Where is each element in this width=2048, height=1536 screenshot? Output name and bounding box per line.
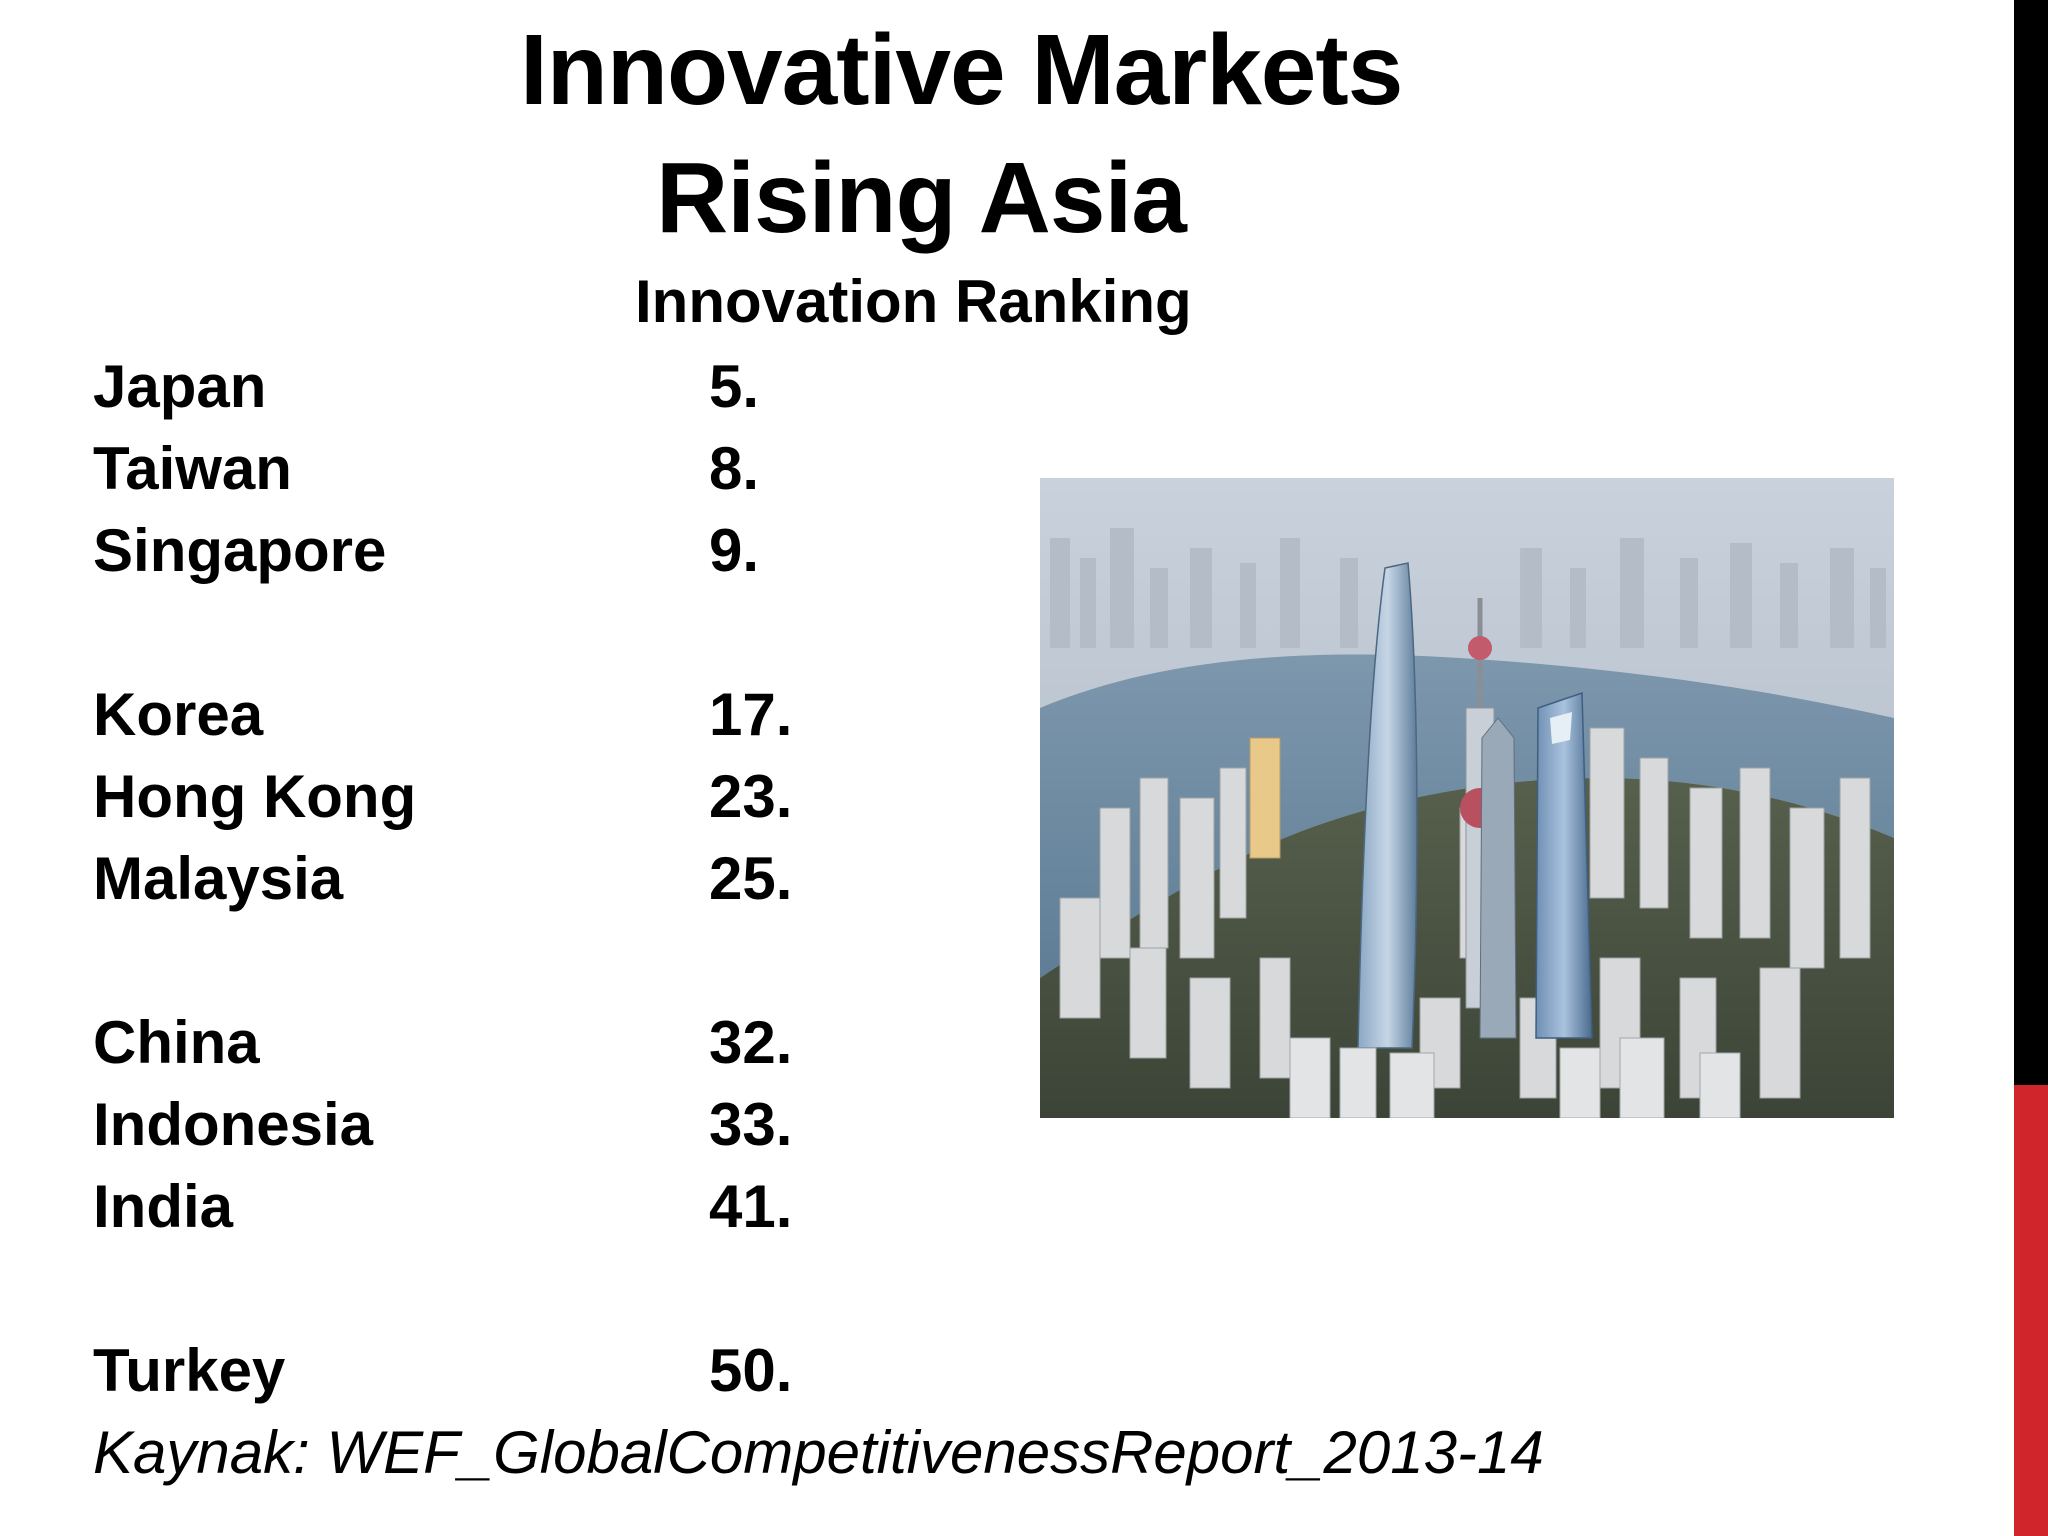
ranking-row: China 32. [93,1008,853,1078]
ranking-row: Malaysia 25. [93,844,853,914]
country-name: Singapore [93,517,387,584]
ranking-row: Turkey 50. [93,1336,853,1406]
rank-value: 17. [709,681,793,748]
ranking-row: India 41. [93,1172,853,1242]
rank-value: 25. [709,845,793,912]
rank-value: 33. [709,1091,793,1158]
edge-accent-black [2014,0,2048,1085]
country-name: India [93,1173,234,1240]
ranking-row: Korea 17. [93,680,853,750]
rank-value: 50. [709,1337,793,1404]
rank-value: 32. [709,1009,793,1076]
country-name: China [93,1009,260,1076]
country-name: Taiwan [93,435,292,502]
country-name: Malaysia [93,845,344,912]
ranking-row: Japan 5. [93,352,853,422]
ranking-row: Hong Kong 23. [93,762,853,832]
ranking-row: Singapore 9. [93,516,853,586]
rank-value: 41. [709,1173,793,1240]
rank-value: 9. [709,517,760,584]
country-name: Hong Kong [93,763,417,830]
rank-value: 23. [709,763,793,830]
country-name: Japan [93,353,267,420]
country-name: Indonesia [93,1091,374,1158]
rank-value: 5. [709,353,760,420]
edge-accent-red [2014,1085,2048,1536]
city-skyline-photo [1040,478,1894,1118]
country-name: Turkey [93,1337,286,1404]
slide-title-line1: Innovative Markets [520,14,1403,126]
ranking-row: Taiwan 8. [93,434,853,504]
ranking-heading: Innovation Ranking [635,268,1192,335]
rank-value: 8. [709,435,760,502]
country-name: Korea [93,681,264,748]
slide-title-line2: Rising Asia [656,142,1187,254]
source-citation: Kaynak: WEF_GlobalCompetitivenessReport_… [93,1419,1544,1486]
ranking-row: Indonesia 33. [93,1090,853,1160]
